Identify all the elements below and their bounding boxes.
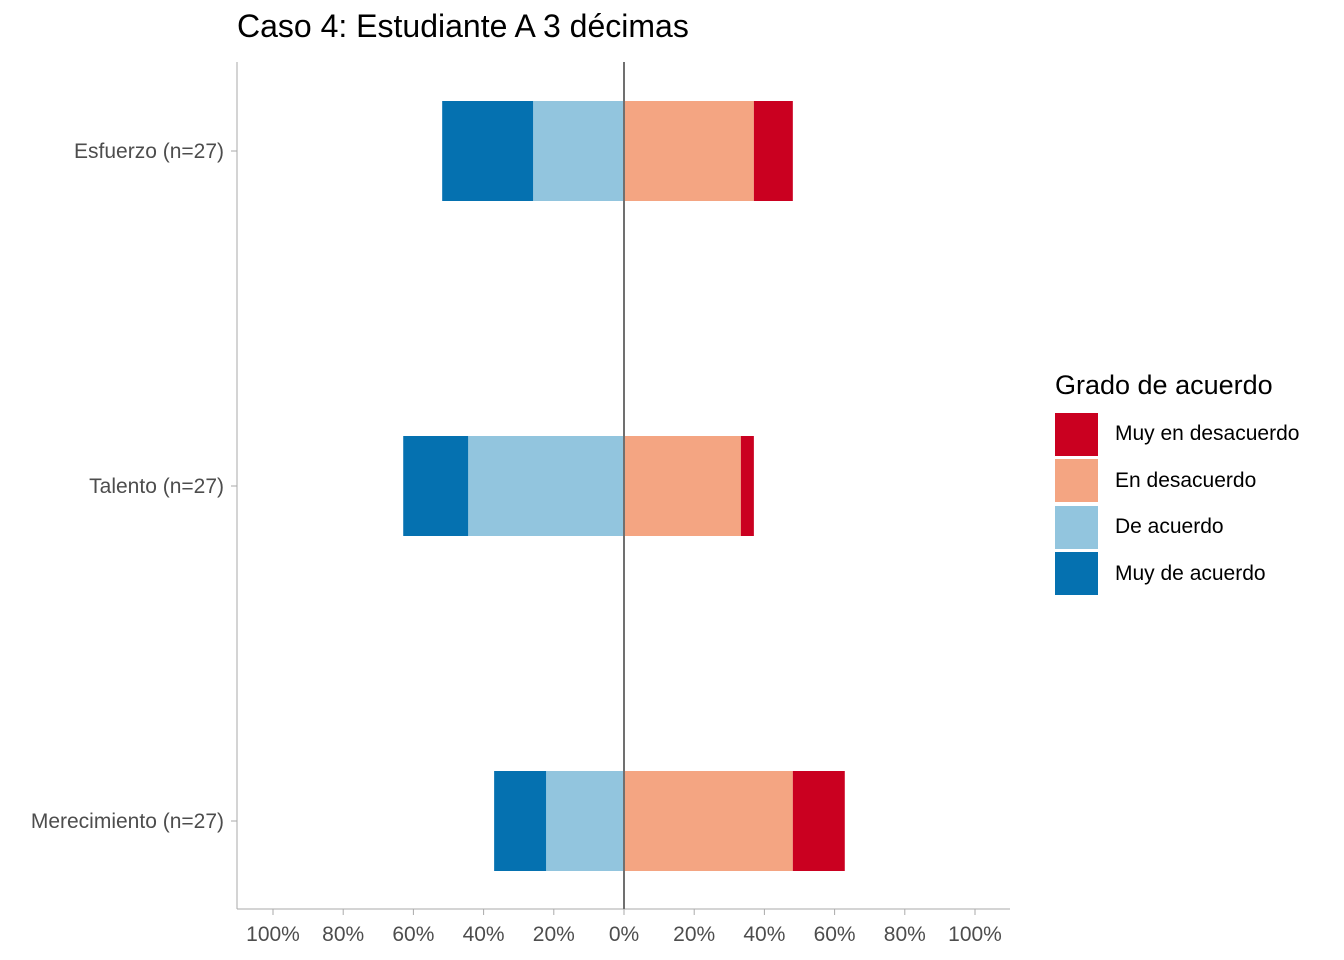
legend-item: En desacuerdo <box>1055 458 1299 505</box>
legend-title: Grado de acuerdo <box>1055 370 1273 400</box>
x-tick-label: 20% <box>673 923 715 946</box>
chart-title: Caso 4: Estudiante A 3 décimas <box>237 8 689 44</box>
bar-muy-de-acuerdo-2 <box>494 771 547 871</box>
bar-muy-en-desacuerdo-1 <box>740 436 754 536</box>
legend-key <box>1055 505 1098 549</box>
x-tick-label: 80% <box>884 923 926 946</box>
x-tick-label: 60% <box>392 923 434 946</box>
x-tick-label: 20% <box>533 923 575 946</box>
x-tick-label: 0% <box>609 923 639 946</box>
bar-muy-de-acuerdo-1 <box>403 436 469 536</box>
legend-key <box>1055 552 1098 596</box>
legend-item: De acuerdo <box>1055 504 1299 551</box>
bar-muy-en-desacuerdo-0 <box>753 101 793 201</box>
legend-label: Muy de acuerdo <box>1115 561 1266 585</box>
y-tick-label: Merecimiento (n=27) <box>31 810 224 833</box>
bar-en-desacuerdo-1 <box>624 436 741 536</box>
bar-en-desacuerdo-2 <box>624 771 793 871</box>
legend-item: Muy en desacuerdo <box>1055 411 1299 458</box>
bar-muy-de-acuerdo-0 <box>442 101 534 201</box>
y-tick-label: Esfuerzo (n=27) <box>74 140 224 163</box>
legend-label: En desacuerdo <box>1115 468 1257 492</box>
x-tick-label: 80% <box>322 923 364 946</box>
legend-item: Muy de acuerdo <box>1055 551 1299 598</box>
bar-en-desacuerdo-0 <box>624 101 754 201</box>
x-tick-label: 40% <box>743 923 785 946</box>
legend-label: Muy en desacuerdo <box>1115 422 1300 446</box>
x-tick-label: 60% <box>814 923 856 946</box>
y-tick-label: Talento (n=27) <box>89 475 224 498</box>
x-tick-label: 40% <box>463 923 505 946</box>
bar-de-acuerdo-0 <box>533 101 624 201</box>
bar-muy-en-desacuerdo-2 <box>792 771 845 871</box>
bar-de-acuerdo-1 <box>468 436 624 536</box>
legend: Grado de acuerdo Muy en desacuerdo En des… <box>1055 370 1299 597</box>
legend-key <box>1055 412 1098 456</box>
x-tick-label: 100% <box>246 923 300 946</box>
bar-de-acuerdo-2 <box>546 771 624 871</box>
legend-label: De acuerdo <box>1115 515 1224 539</box>
x-tick-label: 100% <box>948 923 1002 946</box>
legend-key <box>1055 459 1098 503</box>
